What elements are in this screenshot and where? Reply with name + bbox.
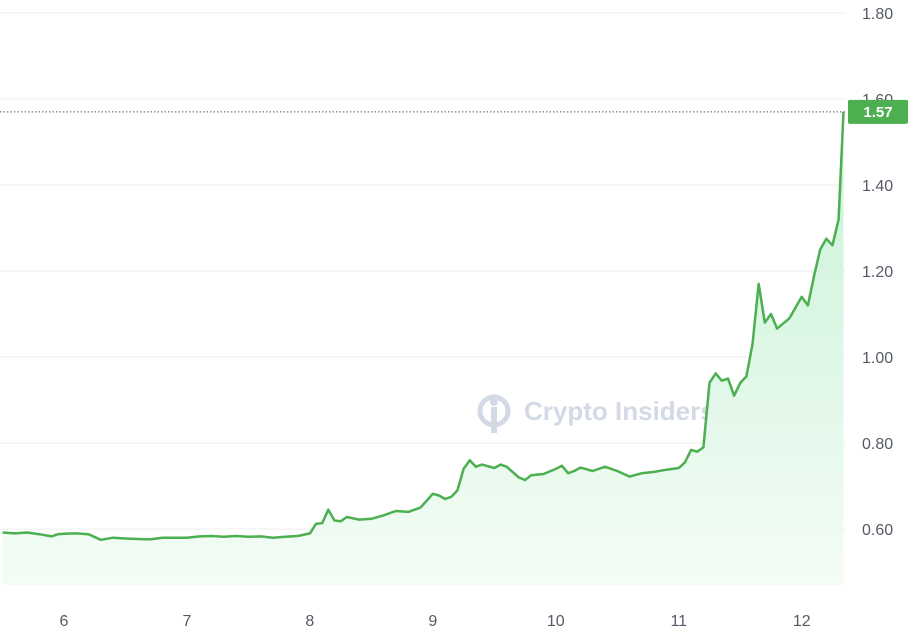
x-tick-label: 6: [59, 613, 68, 630]
y-axis: 0.600.801.001.201.401.601.80: [862, 6, 893, 539]
x-axis: 6 7 8 9 10 11 12: [59, 613, 810, 630]
price-area-fill: [2, 111, 844, 586]
x-tick-label: 8: [305, 613, 314, 630]
last-price-badge-bg: [848, 99, 908, 124]
x-tick-label: 12: [793, 613, 811, 630]
x-tick-label: 9: [428, 613, 437, 630]
y-tick-label: 1.20: [862, 264, 893, 281]
watermark: Crypto Insiders: [477, 394, 715, 433]
crypto-insiders-logo-icon: [477, 394, 511, 433]
x-tick-label: 10: [547, 613, 565, 630]
x-tick-label: 7: [182, 613, 191, 630]
y-tick-label: 0.60: [862, 522, 893, 539]
x-tick-label: 11: [670, 613, 687, 630]
last-price-label: 1.57: [863, 104, 892, 121]
price-line: [2, 111, 845, 542]
y-tick-label: 1.80: [862, 6, 893, 23]
grid-lines: [0, 12, 846, 530]
last-price-badge: 1.57: [848, 99, 908, 124]
y-tick-label: 1.40: [862, 178, 893, 195]
y-tick-label: 0.80: [862, 436, 893, 453]
watermark-text: Crypto Insiders: [524, 396, 715, 426]
y-tick-label: 1.00: [862, 350, 893, 367]
